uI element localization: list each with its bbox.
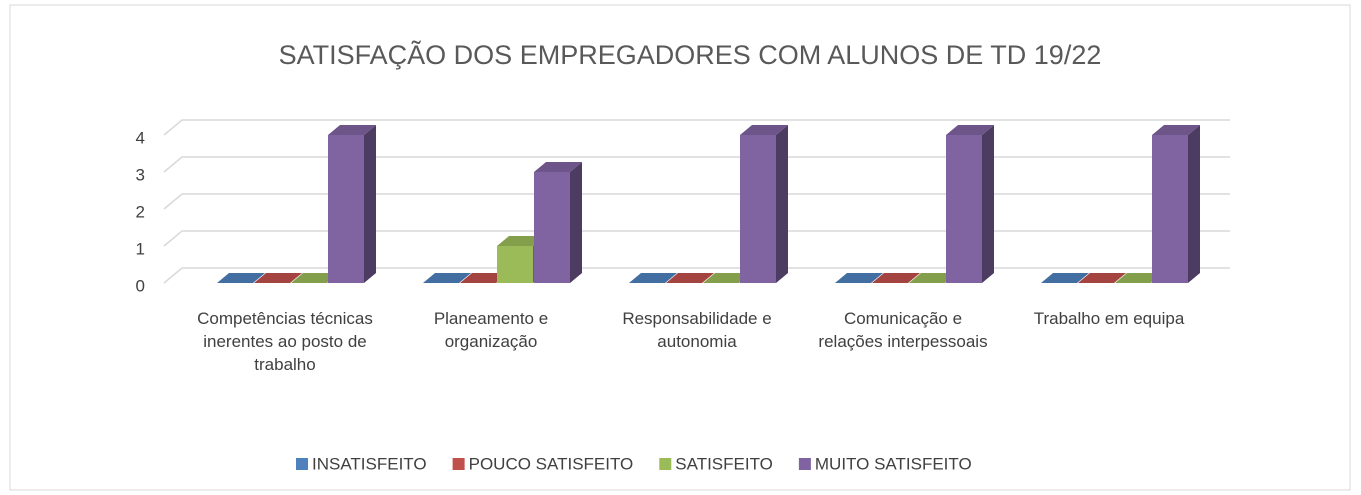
bar: [328, 135, 364, 283]
chart-title: SATISFAÇÃO DOS EMPREGADORES COM ALUNOS D…: [279, 39, 1102, 70]
bar-side: [570, 162, 582, 283]
legend-swatch: [659, 458, 672, 470]
y-tick-label: 2: [136, 202, 145, 221]
bar-side: [364, 125, 376, 283]
y-tick-label: 3: [136, 165, 145, 184]
bar-side: [982, 125, 994, 283]
bar: [740, 135, 776, 283]
bar-side: [776, 125, 788, 283]
grid-line: [163, 193, 1230, 210]
bar-top: [423, 273, 471, 283]
legend-label: INSATISFEITO: [312, 454, 427, 473]
legend-swatch: [452, 458, 465, 470]
legend-swatch: [296, 458, 308, 470]
y-tick-label: 4: [136, 128, 145, 147]
legend-label: SATISFEITO: [675, 454, 773, 473]
bar-side: [1188, 125, 1200, 283]
bar-top: [629, 273, 677, 283]
bar-top: [254, 273, 302, 283]
bar-top: [872, 273, 920, 283]
x-tick-label: Responsabilidade e autonomia: [622, 309, 772, 351]
bar-top: [946, 125, 994, 135]
bar-top: [1078, 273, 1126, 283]
x-tick-label: Planeamento e organização: [433, 309, 549, 351]
grid-line: [163, 119, 1230, 136]
legend-label: MUITO SATISFEITO: [815, 454, 972, 473]
x-tick-label: Comunicação e relações interpessoais: [818, 309, 988, 351]
bar: [534, 172, 570, 283]
bar-top: [1115, 273, 1163, 283]
grid-line: [163, 267, 1230, 284]
bar-top: [740, 125, 788, 135]
x-tick-label: Trabalho em equipa: [1033, 309, 1185, 328]
bar-top: [666, 273, 714, 283]
y-tick-label: 1: [136, 239, 145, 258]
grid-line: [163, 156, 1230, 173]
bar: [497, 246, 533, 283]
bar-top: [497, 236, 545, 246]
bar-top: [1152, 125, 1200, 135]
bar-top: [1041, 273, 1089, 283]
legend-label: POUCO SATISFEITO: [469, 454, 634, 473]
bar-top: [291, 273, 339, 283]
bar-top: [460, 273, 508, 283]
bar: [946, 135, 982, 283]
bar-top: [328, 125, 376, 135]
bar: [1152, 135, 1188, 283]
bar-top: [909, 273, 957, 283]
bar-top: [835, 273, 883, 283]
bar-top: [703, 273, 751, 283]
bar-top: [217, 273, 265, 283]
grid-line: [163, 230, 1230, 247]
y-tick-label: 0: [136, 276, 145, 295]
x-tick-label: Competências técnicas inerentes ao posto…: [197, 309, 373, 374]
legend-swatch: [798, 458, 811, 470]
bar-top: [534, 162, 582, 172]
chart-border: [9, 4, 1351, 491]
